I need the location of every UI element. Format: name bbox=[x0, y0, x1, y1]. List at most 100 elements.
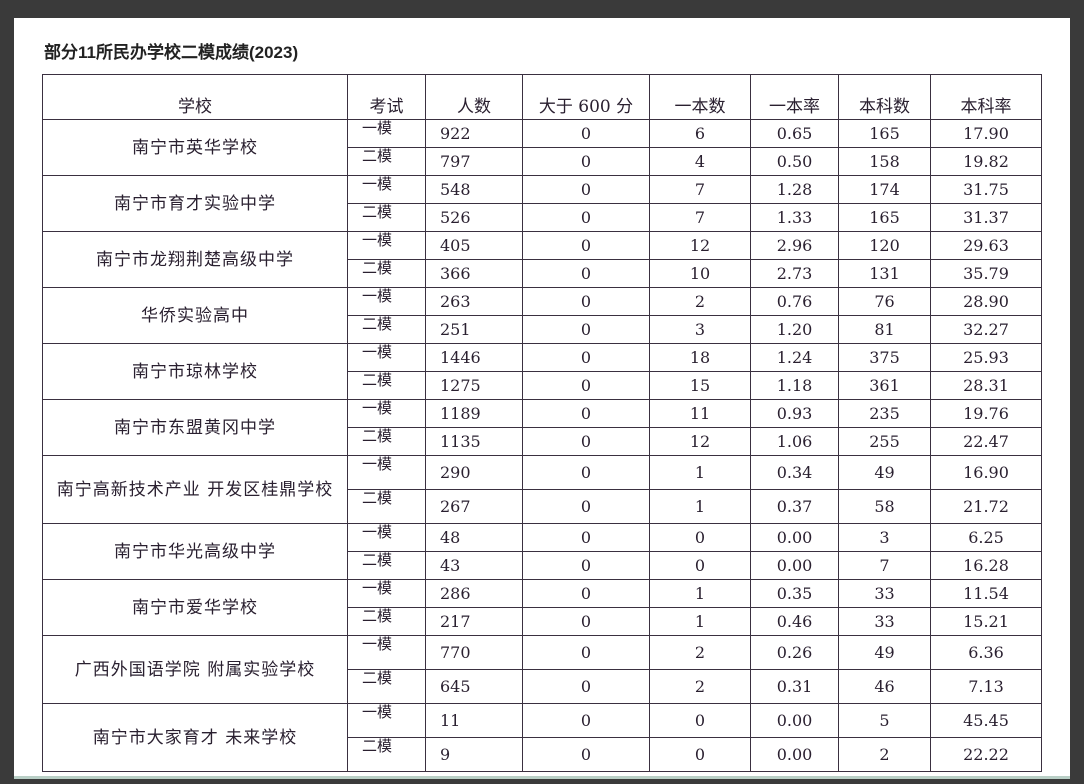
value-cell: 16.28 bbox=[930, 551, 1042, 580]
table-row: 南宁市英华学校 一模 922 0 6 0.65 165 17.90 bbox=[42, 119, 1042, 176]
value-cell: 1.28 bbox=[750, 175, 839, 204]
value-cell: 0 bbox=[649, 551, 751, 580]
exam-cell: 一模 bbox=[347, 231, 426, 260]
column-header: 学校 bbox=[42, 74, 348, 120]
value-cell: 10 bbox=[649, 259, 751, 288]
table-row: 二模 43 0 0 0.00 7 16.28 bbox=[43, 551, 1042, 580]
value-cell: 19.76 bbox=[930, 399, 1042, 428]
exam-cell: 二模 bbox=[347, 489, 426, 524]
column-header: 一本率 bbox=[750, 74, 839, 120]
value-cell: 0 bbox=[522, 737, 650, 772]
value-cell: 405 bbox=[425, 231, 523, 260]
value-cell: 76 bbox=[838, 287, 931, 316]
value-cell: 0 bbox=[522, 147, 650, 176]
value-cell: 31.37 bbox=[930, 203, 1042, 232]
value-cell: 548 bbox=[425, 175, 523, 204]
value-cell: 0 bbox=[522, 203, 650, 232]
school-name: 南宁市大家育才 未来学校 bbox=[42, 703, 348, 772]
value-cell: 0.31 bbox=[750, 669, 839, 704]
exam-cell: 二模 bbox=[347, 147, 426, 176]
value-cell: 0.00 bbox=[750, 523, 839, 552]
exam-cell: 一模 bbox=[347, 703, 426, 738]
value-cell: 33 bbox=[838, 579, 931, 608]
value-cell: 267 bbox=[425, 489, 523, 524]
value-cell: 1.06 bbox=[750, 427, 839, 456]
scores-table: 学校 考试 人数 大于 600 分一本数 一本率 本科数 本科率 南宁市英华学校 一模 922 0… bbox=[42, 74, 1042, 772]
value-cell: 29.63 bbox=[930, 231, 1042, 260]
school-name: 南宁高新技术产业 开发区桂鼎学校 bbox=[42, 455, 348, 524]
page-title: 部分11所民办学校二模成绩(2023) bbox=[44, 43, 299, 62]
value-cell: 0.65 bbox=[750, 119, 839, 148]
school-name: 南宁市爱华学校 bbox=[42, 579, 348, 636]
value-cell: 0.34 bbox=[750, 455, 839, 490]
value-cell: 7 bbox=[649, 175, 751, 204]
value-cell: 0 bbox=[522, 343, 650, 372]
exam-cell: 二模 bbox=[347, 203, 426, 232]
value-cell: 1 bbox=[649, 579, 751, 608]
value-cell: 922 bbox=[425, 119, 523, 148]
value-cell: 0.50 bbox=[750, 147, 839, 176]
exam-cell: 一模 bbox=[347, 635, 426, 670]
school-name: 南宁市育才实验中学 bbox=[42, 175, 348, 232]
value-cell: 7 bbox=[838, 551, 931, 580]
table-row: 二模 526 0 7 1.33 165 31.37 bbox=[43, 203, 1042, 232]
table-row: 南宁市大家育才 未来学校 一模 11 0 0 0.00 5 45.45 bbox=[42, 703, 1042, 772]
exam-cell: 一模 bbox=[347, 523, 426, 552]
value-cell: 0 bbox=[522, 523, 650, 552]
value-cell: 0 bbox=[522, 315, 650, 344]
table-row: 二模 1135 0 12 1.06 255 22.47 bbox=[43, 427, 1042, 456]
table-row: 南宁市龙翔荆楚高级中学 一模 405 0 12 2.96 120 29.63 bbox=[42, 231, 1042, 288]
value-cell: 9 bbox=[425, 737, 523, 772]
column-header: 一本数 bbox=[649, 74, 751, 120]
value-cell: 2 bbox=[649, 635, 751, 670]
value-cell: 3 bbox=[838, 523, 931, 552]
value-cell: 263 bbox=[425, 287, 523, 316]
table-row: 二模 645 0 2 0.31 46 7.13 bbox=[43, 669, 1042, 704]
table-row: 二模 217 0 1 0.46 33 15.21 bbox=[43, 607, 1042, 636]
value-cell: 0 bbox=[522, 119, 650, 148]
value-cell: 0 bbox=[522, 635, 650, 670]
value-cell: 21.72 bbox=[930, 489, 1042, 524]
value-cell: 0.00 bbox=[750, 551, 839, 580]
value-cell: 0 bbox=[522, 371, 650, 400]
value-cell: 0 bbox=[522, 231, 650, 260]
school-name: 南宁市东盟黄冈中学 bbox=[42, 399, 348, 456]
column-header: 本科数 bbox=[838, 74, 931, 120]
value-cell: 165 bbox=[838, 119, 931, 148]
value-cell: 28.31 bbox=[930, 371, 1042, 400]
table-row: 二模 251 0 3 1.20 81 32.27 bbox=[43, 315, 1042, 344]
column-header: 考试 bbox=[347, 74, 426, 120]
value-cell: 1.18 bbox=[750, 371, 839, 400]
table-row: 二模 267 0 1 0.37 58 21.72 bbox=[43, 489, 1042, 524]
value-cell: 1.24 bbox=[750, 343, 839, 372]
exam-cell: 一模 bbox=[347, 119, 426, 148]
value-cell: 0 bbox=[522, 703, 650, 738]
table-row: 二模 9 0 0 0.00 2 22.22 bbox=[43, 737, 1042, 772]
value-cell: 165 bbox=[838, 203, 931, 232]
value-cell: 7 bbox=[649, 203, 751, 232]
value-cell: 49 bbox=[838, 455, 931, 490]
value-cell: 0 bbox=[522, 455, 650, 490]
exam-cell: 二模 bbox=[347, 669, 426, 704]
value-cell: 1.20 bbox=[750, 315, 839, 344]
value-cell: 43 bbox=[425, 551, 523, 580]
value-cell: 217 bbox=[425, 607, 523, 636]
table-row: 南宁市华光高级中学 一模 48 0 0 0.00 3 6.25 bbox=[42, 523, 1042, 580]
value-cell: 0 bbox=[522, 551, 650, 580]
school-name: 华侨实验高中 bbox=[42, 287, 348, 344]
value-cell: 6 bbox=[649, 119, 751, 148]
document-page: 部分11所民办学校二模成绩(2023) 学校 考试 人数 大于 600 分一本数 一本率… bbox=[14, 18, 1070, 778]
value-cell: 1 bbox=[649, 489, 751, 524]
value-cell: 22.22 bbox=[930, 737, 1042, 772]
value-cell: 6.36 bbox=[930, 635, 1042, 670]
value-cell: 4 bbox=[649, 147, 751, 176]
value-cell: 255 bbox=[838, 427, 931, 456]
value-cell: 2 bbox=[649, 669, 751, 704]
value-cell: 11.54 bbox=[930, 579, 1042, 608]
value-cell: 6.25 bbox=[930, 523, 1042, 552]
value-cell: 1 bbox=[649, 607, 751, 636]
table-row: 华侨实验高中 一模 263 0 2 0.76 76 28.90 bbox=[42, 287, 1042, 344]
value-cell: 46 bbox=[838, 669, 931, 704]
value-cell: 0 bbox=[522, 259, 650, 288]
value-cell: 0.46 bbox=[750, 607, 839, 636]
